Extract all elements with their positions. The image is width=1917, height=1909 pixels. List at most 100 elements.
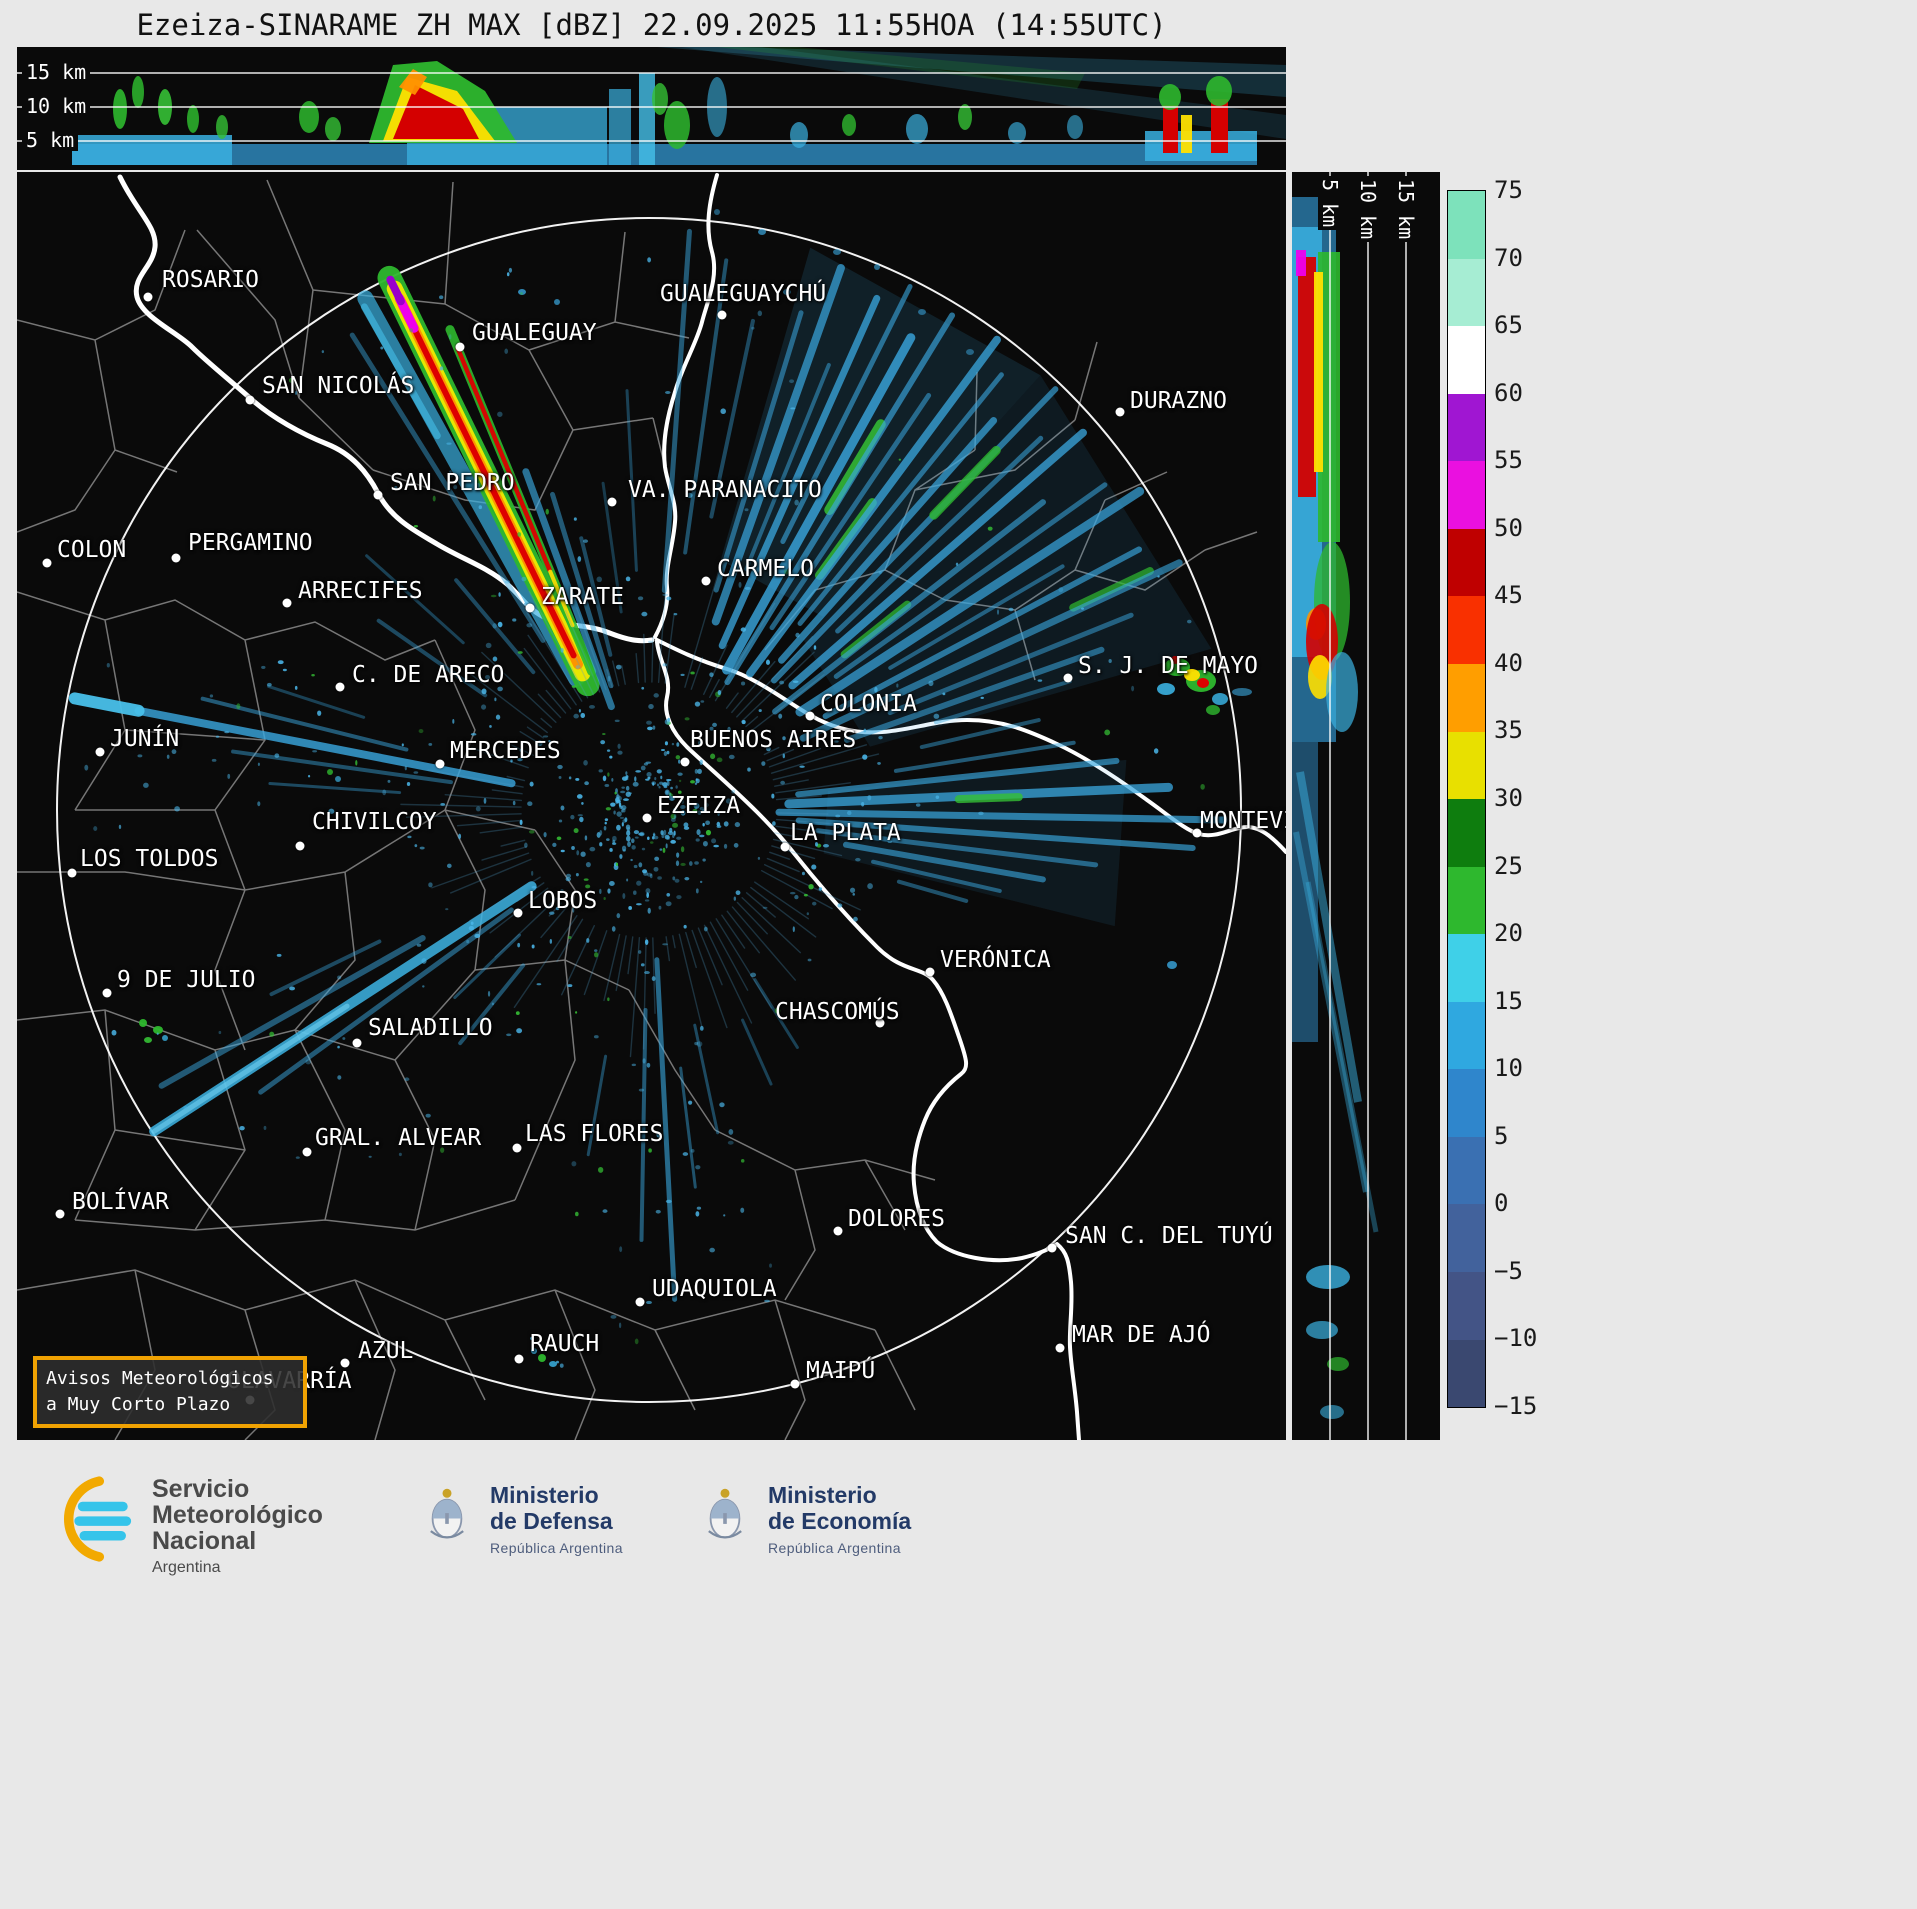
- colorbar-tick-label: −10: [1494, 1324, 1538, 1353]
- footer: Servicio Meteorológico Nacional Argentin…: [0, 1440, 1917, 1909]
- ministry-title: de Economía: [768, 1508, 912, 1534]
- city-label: GUALEGUAY: [472, 320, 597, 346]
- city-label: 9 DE JULIO: [117, 967, 256, 993]
- city-dot: [1192, 828, 1202, 838]
- colorbar-segment: [1448, 866, 1485, 935]
- colorbar-segment: [1448, 1001, 1485, 1070]
- colorbar-tick-label: 50: [1494, 513, 1523, 542]
- smn-country: Argentina: [152, 1559, 221, 1576]
- top-cross-section-echoes: [17, 47, 1286, 165]
- city-label: GRAL. ALVEAR: [315, 1125, 482, 1151]
- ministry-subtitle: República Argentina: [768, 1540, 901, 1556]
- city-dot: [512, 1143, 522, 1153]
- city-dot: [833, 1226, 843, 1236]
- city-label: LOBOS: [528, 888, 598, 914]
- city-dot: [373, 490, 383, 500]
- city-dot: [102, 988, 112, 998]
- city-label: GUALEGUAYCHÚ: [660, 281, 827, 307]
- altitude-gridlines: [17, 72, 1286, 142]
- colorbar-segment: [1448, 461, 1485, 529]
- colorbar-segment: [1448, 326, 1485, 394]
- smn-name-line: Meteorológico: [152, 1501, 323, 1529]
- city-label: SALADILLO: [368, 1015, 493, 1041]
- city-dot: [805, 711, 815, 721]
- city-label: CHIVILCOY: [312, 809, 437, 835]
- city-dot: [435, 759, 445, 769]
- city-label: VA. PARANACITO: [628, 477, 822, 503]
- colorbar-tick-label: 75: [1494, 176, 1523, 204]
- ministry-subtitle: República Argentina: [490, 1540, 623, 1556]
- colorbar-tick-label: −15: [1494, 1392, 1538, 1420]
- smn-name-line: Nacional: [152, 1527, 257, 1555]
- colorbar-tick-label: 20: [1494, 919, 1523, 948]
- city-dot: [455, 342, 465, 352]
- city-dot: [55, 1209, 65, 1219]
- city-dot: [925, 967, 935, 977]
- city-dot: [352, 1038, 362, 1048]
- city-label: VERÓNICA: [940, 947, 1051, 973]
- city-label: RAUCH: [530, 1331, 600, 1357]
- colorbar-tick-label: 35: [1494, 716, 1523, 745]
- city-label: JUNÍN: [110, 726, 180, 752]
- page-title: Ezeiza-SINARAME ZH MAX [dBZ] 22.09.2025 …: [136, 8, 1167, 42]
- city-dot: [525, 603, 535, 613]
- radar-map: ROSARIO GUALEGUAYCHÚ GUALEGUAY SAN NICOLÁS D…: [17, 172, 1286, 1440]
- city-label: BUENOS AIRES: [690, 727, 857, 753]
- city-label: S. J. DE MAYO: [1078, 653, 1259, 679]
- colorbar-segment: [1448, 1339, 1485, 1408]
- colorbar-tick-label: 60: [1494, 378, 1523, 407]
- colorbar-segment: [1448, 799, 1485, 867]
- city-dot: [95, 747, 105, 757]
- city-dot: [67, 868, 77, 878]
- dbz-colorbar: [1447, 190, 1486, 1408]
- altitude-label-10km: 10 km: [22, 95, 91, 117]
- altitude-label-5km-v: 5 km: [1318, 176, 1342, 231]
- city-dot: [680, 757, 690, 767]
- colorbar-tick-label: −5: [1494, 1256, 1523, 1285]
- city-dot: [1063, 673, 1073, 683]
- colorbar-segment: [1448, 731, 1485, 800]
- city-dot: [1115, 407, 1125, 417]
- city-label: DURAZNO: [1130, 388, 1227, 414]
- city-dot: [701, 576, 711, 586]
- city-label: COLON: [57, 537, 127, 563]
- colorbar-tick-label: 55: [1494, 446, 1523, 475]
- city-label: AZUL: [358, 1338, 414, 1364]
- colorbar-segment: [1448, 663, 1485, 732]
- city-label: CHASCOMÚS: [775, 999, 900, 1025]
- city-dot: [514, 1354, 524, 1364]
- city-dot: [282, 598, 292, 608]
- city-dot: [245, 395, 255, 405]
- colorbar-segment: [1448, 1069, 1485, 1137]
- ministry-defensa: Ministerio de Defensa República Argentin…: [420, 1482, 623, 1556]
- city-label: COLONIA: [820, 691, 917, 717]
- city-dot: [340, 1358, 350, 1368]
- colorbar-tick-label: 15: [1494, 986, 1523, 1015]
- ministry-economia: Ministerio de Economía República Argenti…: [698, 1482, 911, 1556]
- colorbar-segment: [1448, 1136, 1485, 1205]
- colorbar-tick-label: 65: [1494, 311, 1523, 340]
- smn-name-line: Servicio: [152, 1475, 250, 1503]
- colorbar-tick-label: 10: [1494, 1054, 1523, 1083]
- warning-line1: Avisos Meteorológicos: [46, 1368, 274, 1389]
- city-label: DOLORES: [848, 1206, 945, 1232]
- city-dot: [143, 292, 153, 302]
- colorbar-tick-label: 25: [1494, 851, 1523, 880]
- city-label: ARRECIFES: [298, 578, 423, 604]
- warning-box: Avisos Meteorológicos a Muy Corto Plazo: [33, 1356, 307, 1429]
- colorbar-tick-label: 45: [1494, 581, 1523, 610]
- coat-of-arms-icon: [708, 1488, 742, 1539]
- altitude-label-10km-v: 10 km: [1356, 176, 1380, 243]
- city-label: BOLÍVAR: [72, 1189, 169, 1215]
- coat-of-arms-icon: [430, 1488, 464, 1539]
- city-label: MONTEVIDEO: [1200, 808, 1286, 834]
- city-dot: [717, 310, 727, 320]
- colorbar-tick-label: 30: [1494, 784, 1523, 812]
- city-label: LAS FLORES: [525, 1121, 664, 1147]
- city-dot: [790, 1379, 800, 1389]
- colorbar-tick-label: 40: [1494, 648, 1523, 677]
- city-label: MAIPÚ: [806, 1358, 876, 1384]
- city-label: EZEIZA: [657, 793, 741, 819]
- city-dot: [875, 1018, 885, 1028]
- city-label: SAN NICOLÁS: [262, 373, 415, 399]
